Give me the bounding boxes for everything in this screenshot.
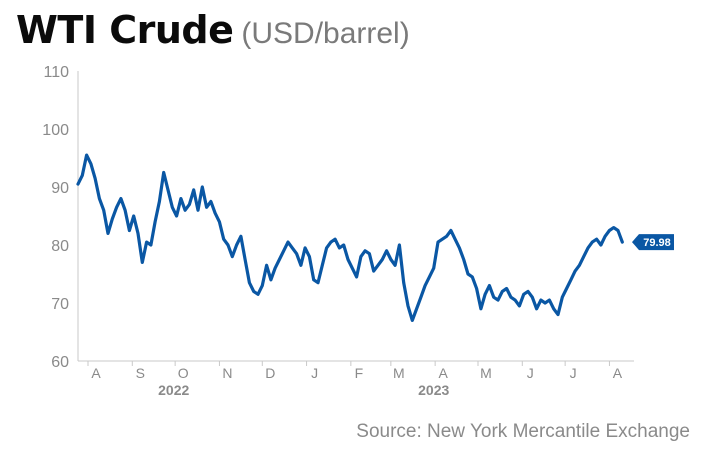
x-tick-label: D xyxy=(265,365,275,381)
x-tick-label: M xyxy=(480,365,492,381)
x-tick-label: O xyxy=(178,365,189,381)
source-note: Source: New York Mercantile Exchange xyxy=(356,421,690,442)
y-tick-label: 110 xyxy=(43,64,69,81)
year-label: 2023 xyxy=(418,382,449,398)
last-value-label: 79.98 xyxy=(643,237,671,249)
x-tick-label: N xyxy=(222,365,232,381)
x-tick-label: A xyxy=(91,365,101,381)
y-tick-label: 70 xyxy=(51,296,69,313)
year-label: 2022 xyxy=(158,382,189,398)
chart-title: WTI Crude xyxy=(16,8,234,52)
x-tick-label: A xyxy=(438,365,448,381)
chart-header: WTI Crude (USD/barrel) xyxy=(16,8,410,52)
chart-subtitle: (USD/barrel) xyxy=(241,17,410,50)
y-tick-label: 100 xyxy=(42,122,69,139)
x-tick-label: F xyxy=(355,365,364,381)
x-tick-label: M xyxy=(393,365,405,381)
y-tick-label: 60 xyxy=(51,354,69,371)
last-value-badge xyxy=(632,234,674,251)
y-tick-label: 90 xyxy=(51,180,69,197)
x-tick-label: A xyxy=(613,365,623,381)
price-line xyxy=(76,153,624,322)
x-tick-label: J xyxy=(311,365,318,381)
x-tick-label: S xyxy=(136,365,145,381)
x-tick-label: J xyxy=(570,365,577,381)
y-tick-label: 80 xyxy=(51,238,69,255)
x-tick-label: J xyxy=(527,365,534,381)
